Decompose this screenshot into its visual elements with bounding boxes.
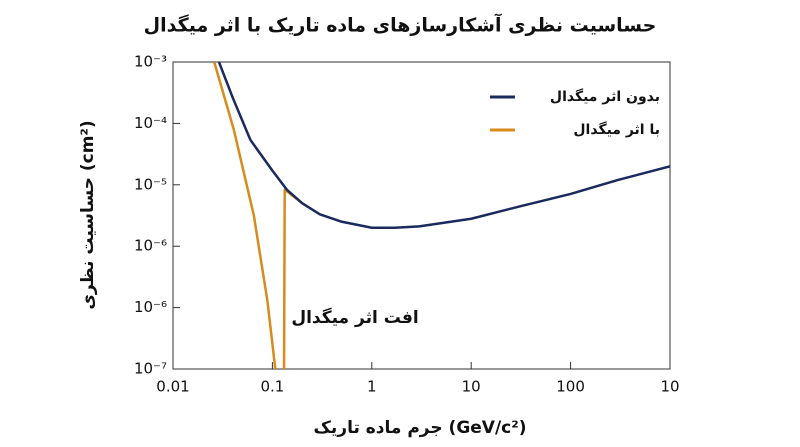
- x-tick-label: 10: [462, 378, 481, 396]
- y-tick-label: 10⁻⁴: [134, 114, 167, 132]
- series-line: [217, 62, 670, 229]
- x-tick-label: 0.01: [156, 378, 189, 396]
- y-tick-label: 10⁻⁷: [134, 360, 167, 378]
- legend-label: با اثر میگدال: [573, 121, 660, 138]
- annotation: افت اثر میگدال: [291, 307, 418, 328]
- y-tick-label: 10⁻³: [134, 53, 167, 71]
- x-axis-label: جرم ماده تاریک (GeV/c²): [314, 418, 527, 438]
- y-tick-label: 10⁻⁶: [134, 298, 167, 316]
- chart-title: حساسیت نظری آشکارسازهای ماده تاریک با اث…: [144, 13, 657, 37]
- legend-label: بدون اثر میگدال: [550, 88, 660, 105]
- plot-frame: [172, 61, 671, 370]
- x-tick-label: 1: [367, 378, 377, 396]
- y-axis-label: حساسیت نظری (cm²): [78, 120, 98, 309]
- x-tick-label: 10: [660, 378, 679, 396]
- x-tick-label: 0.1: [260, 378, 284, 396]
- x-tick-label: 100: [556, 378, 585, 396]
- y-tick-label: 10⁻⁵: [134, 175, 167, 193]
- y-tick-label: 10⁻⁶: [134, 237, 167, 255]
- series-line: [213, 62, 304, 369]
